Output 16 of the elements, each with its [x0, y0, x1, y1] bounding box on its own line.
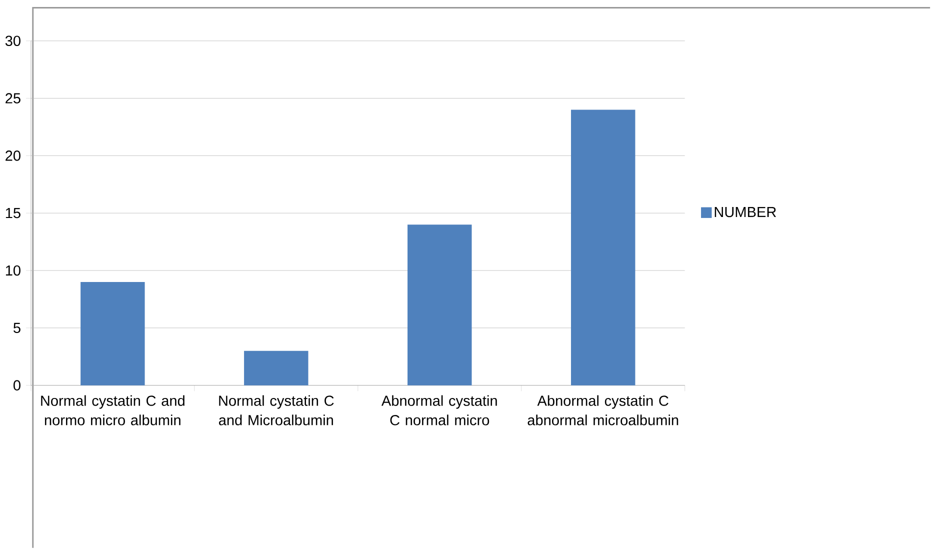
y-tick-label: 30: [5, 36, 20, 46]
x-tick-label: Abnormal cystatin C normal micro: [381, 395, 497, 426]
y-tick-label: 10: [6, 265, 20, 276]
bar: [570, 110, 636, 386]
bar: [244, 350, 308, 386]
x-tick-label: Normal cystatin C and Microalbumin: [218, 395, 334, 426]
y-tick-label: 0: [14, 380, 20, 391]
y-tick-label: 15: [6, 208, 20, 218]
bar: [408, 224, 472, 386]
y-tick-label: 25: [6, 93, 20, 104]
x-tick-label: Abnormal cystatin C abnormal microalbumin: [528, 395, 678, 426]
x-tick-label: Normal cystatin C and normo micro albumin: [41, 395, 184, 426]
legend-label: NUMBER: [714, 207, 776, 218]
bar: [80, 282, 145, 386]
y-tick-label: 20: [6, 150, 20, 161]
y-tick-label: 5: [14, 322, 20, 334]
